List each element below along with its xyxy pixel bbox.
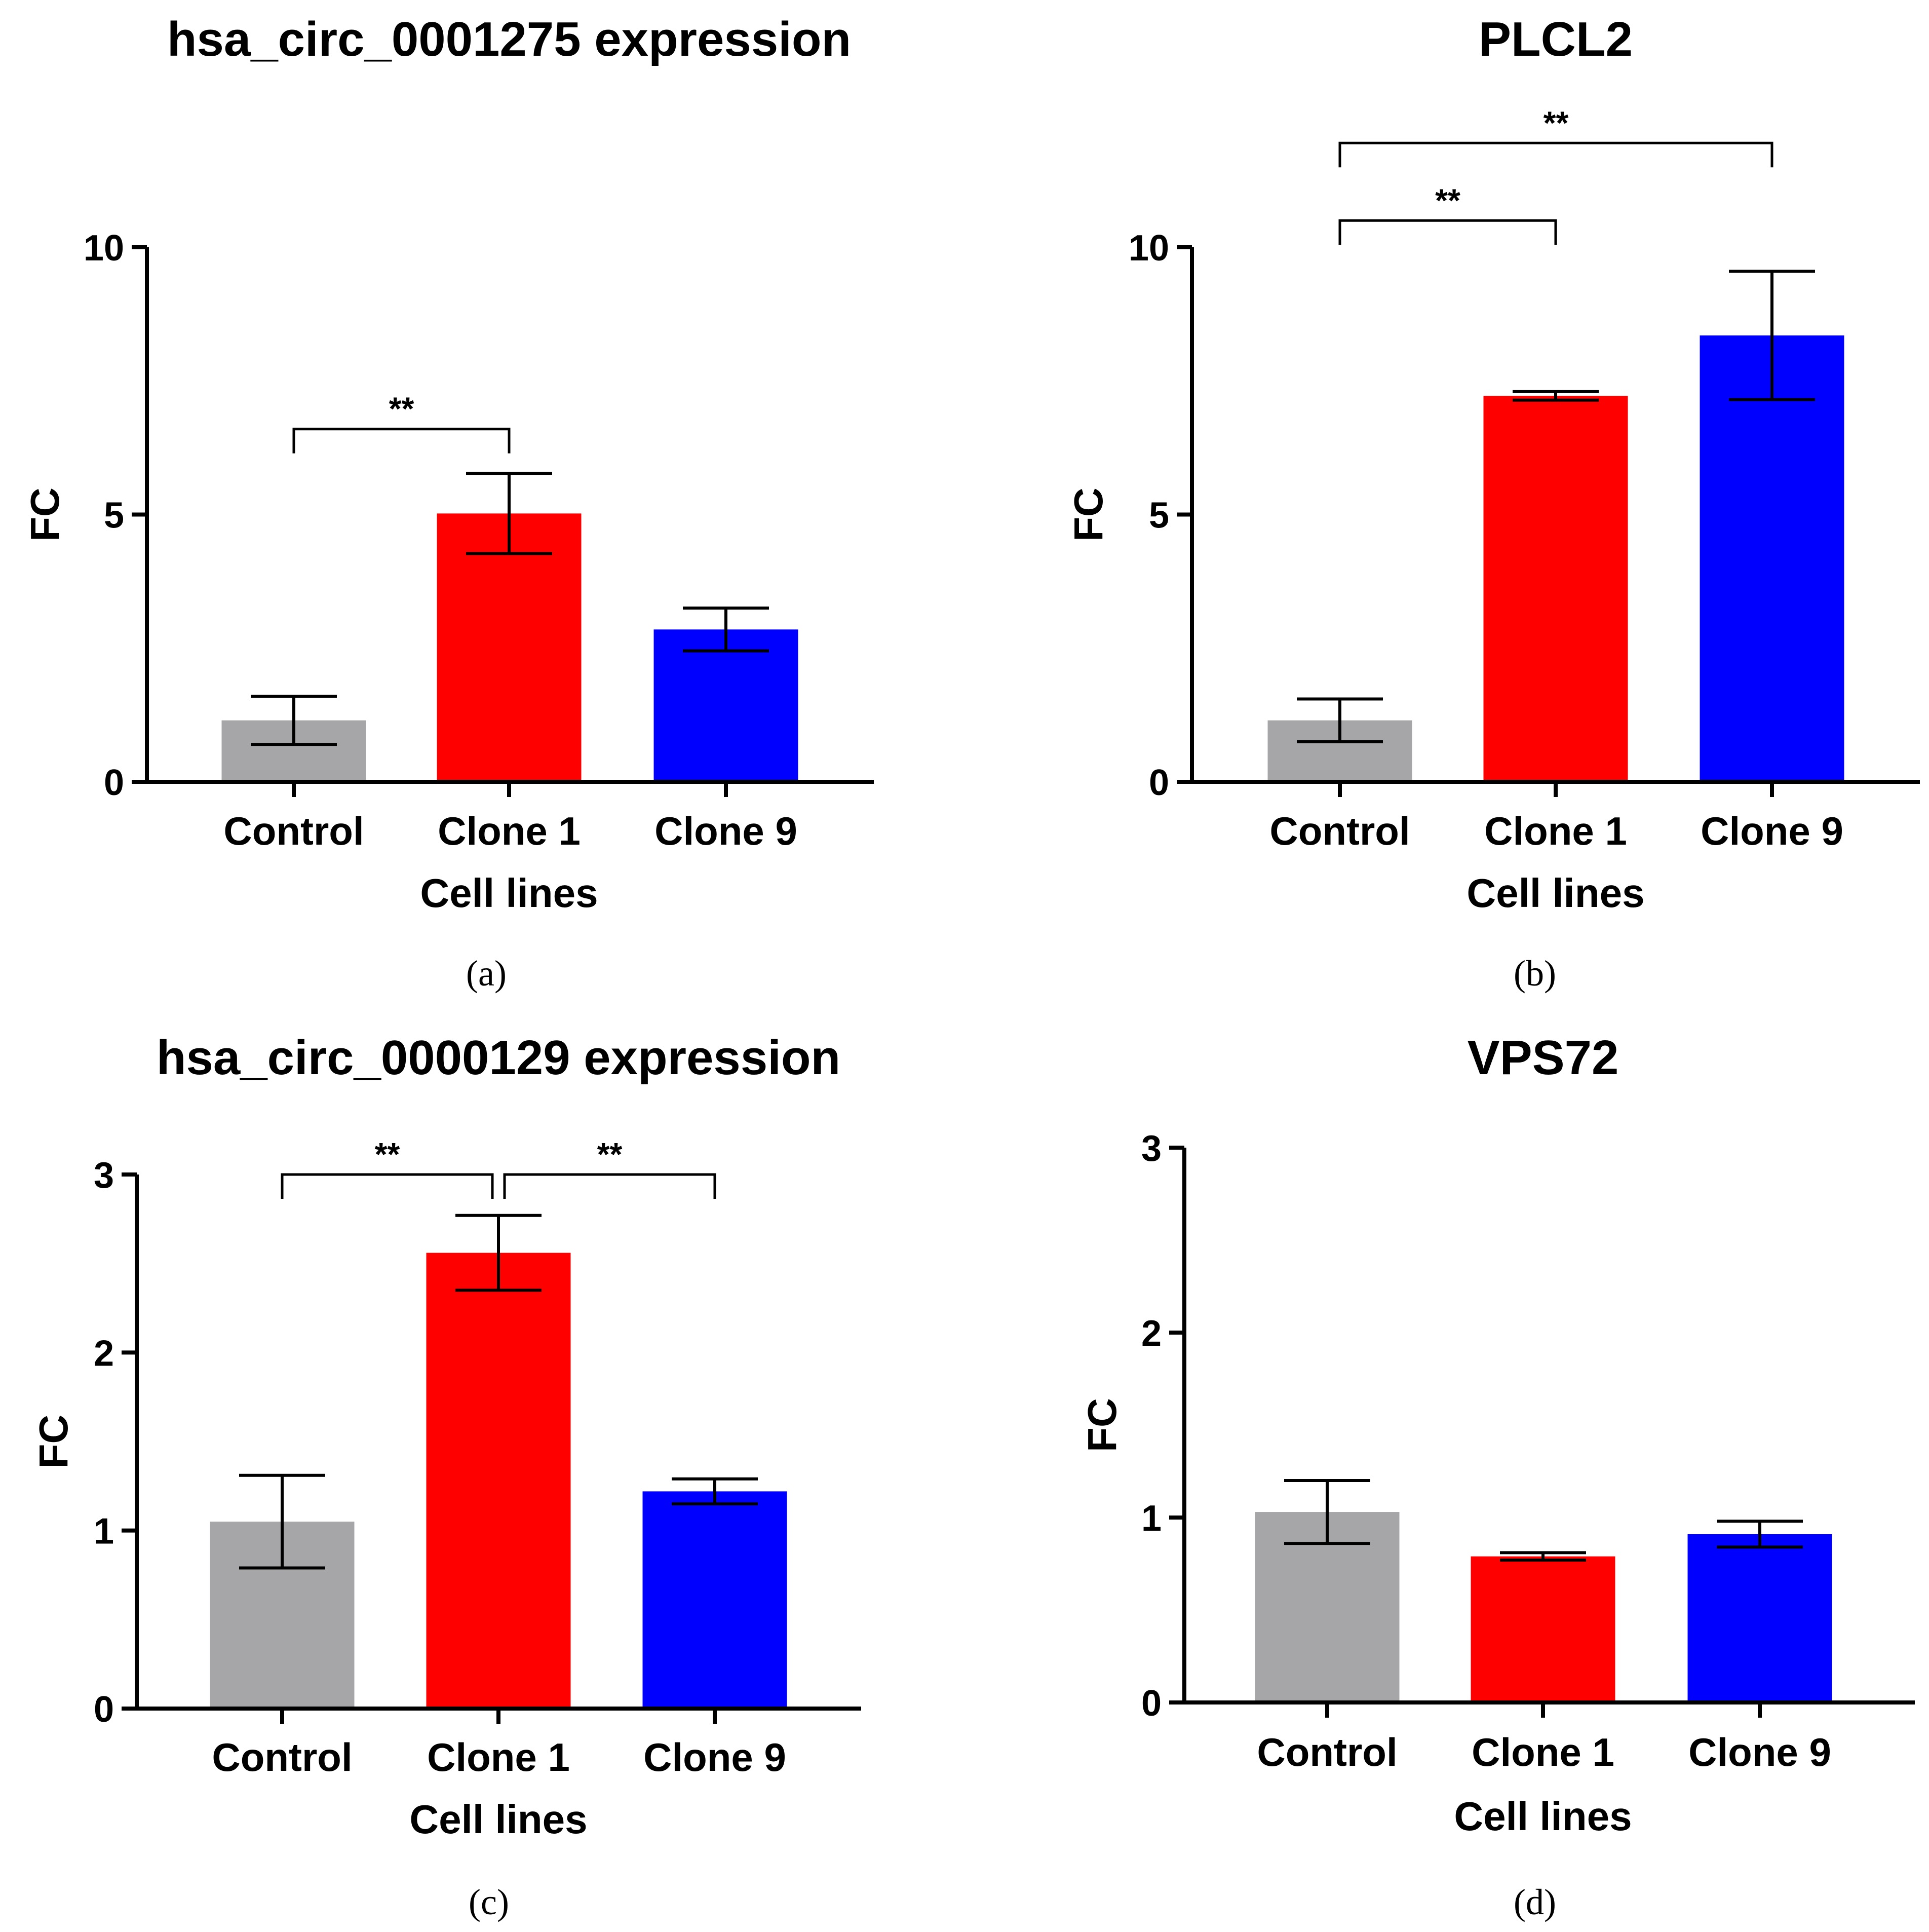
y-tick-label: 3 [1141,1128,1162,1169]
error-bar [1513,390,1599,402]
chart-panel-a: hsa_circ_0001275 expression 0 5 10 Control Cl… [22,12,874,994]
chart-title: hsa_circ_0000129 expression [157,1031,840,1085]
error-bar [466,472,552,555]
x-tick-label: Clone 9 [654,809,797,853]
x-tick-label: Clone 9 [1688,1730,1831,1774]
y-axis-title: FC [31,1415,76,1469]
y-axis-title: FC [22,487,67,542]
significance-label: ** [375,1136,400,1172]
error-bar [1297,697,1383,743]
panel-label: (a) [466,953,507,994]
error-bar [1729,270,1815,401]
significance-bracket: ** [503,1136,716,1199]
y-tick-label: 5 [1149,496,1169,536]
bar-clone-1 [1471,1556,1615,1702]
error-bar [683,607,769,653]
chart-title: hsa_circ_0001275 expression [167,12,851,66]
chart-title: VPS72 [1468,1031,1619,1085]
bar-clone-9 [653,629,798,782]
error-bar [1500,1551,1586,1562]
y-tick-label: 0 [104,763,124,803]
bar-clone-1 [437,513,582,782]
y-tick-label: 0 [94,1689,114,1730]
y-tick-label: 1 [94,1511,114,1552]
x-tick-label: Clone 1 [1472,1730,1614,1774]
x-axis-title: Cell lines [409,1797,587,1842]
x-tick-label: Clone 9 [643,1735,786,1779]
y-tick-label: 0 [1149,763,1169,803]
significance-label: ** [1435,182,1460,218]
y-tick-label: 5 [104,496,124,536]
chart-panel-c: hsa_circ_0000129 expression 0 1 2 3 Control Cl… [31,1031,861,1922]
error-bar [239,1473,325,1570]
error-bar [1717,1520,1803,1549]
significance-label: ** [1544,104,1569,141]
significance-bracket: ** [1338,104,1773,168]
significance-bracket: ** [281,1136,494,1199]
x-axis-title: Cell lines [420,870,598,916]
x-tick-label: Clone 1 [427,1735,570,1779]
significance-label: ** [389,391,414,427]
y-axis-title: FC [1066,487,1111,542]
x-tick-label: Control [223,809,364,853]
y-tick-label: 2 [94,1333,114,1374]
error-bar [1284,1479,1370,1545]
x-tick-label: Clone 1 [1484,809,1627,853]
significance-bracket: ** [1338,182,1557,245]
error-bar [672,1477,758,1505]
x-tick-label: Control [212,1735,352,1779]
y-tick-label: 3 [94,1155,114,1196]
y-tick-label: 0 [1141,1683,1162,1724]
bar-clone-9 [642,1491,787,1709]
x-axis-title: Cell lines [1454,1794,1632,1839]
x-tick-label: Control [1257,1730,1397,1774]
y-axis-title: FC [1079,1398,1125,1452]
panel-label: (b) [1514,953,1556,994]
significance-bracket: ** [292,391,511,453]
y-tick-label: 10 [84,228,124,269]
bar-clone-9 [1687,1534,1832,1702]
x-tick-label: Clone 9 [1701,809,1843,853]
bar-clone-1 [1483,396,1628,782]
y-tick-label: 2 [1141,1313,1162,1354]
x-tick-label: Control [1269,809,1410,853]
chart-panel-b: PLCL2 0 5 10 Control Clone 1 Clone 9 Cell lines… [1066,12,1920,994]
error-bar [455,1214,542,1292]
x-tick-label: Clone 1 [438,809,581,853]
y-tick-label: 10 [1129,228,1169,269]
panel-label: (d) [1514,1882,1556,1922]
y-tick-label: 1 [1141,1498,1162,1539]
bar-clone-1 [426,1253,571,1709]
chart-title: PLCL2 [1479,12,1633,66]
bar-clone-9 [1700,335,1844,782]
x-axis-title: Cell lines [1467,870,1644,916]
chart-panel-d: VPS72 0 1 2 3 Control Clone 1 Clone 9 Cell lines… [1079,1031,1915,1922]
error-bar [251,695,337,746]
significance-label: ** [597,1136,623,1172]
panel-label: (c) [469,1882,509,1922]
